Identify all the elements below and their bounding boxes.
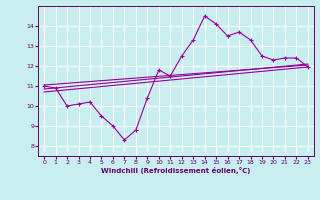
X-axis label: Windchill (Refroidissement éolien,°C): Windchill (Refroidissement éolien,°C) xyxy=(101,167,251,174)
